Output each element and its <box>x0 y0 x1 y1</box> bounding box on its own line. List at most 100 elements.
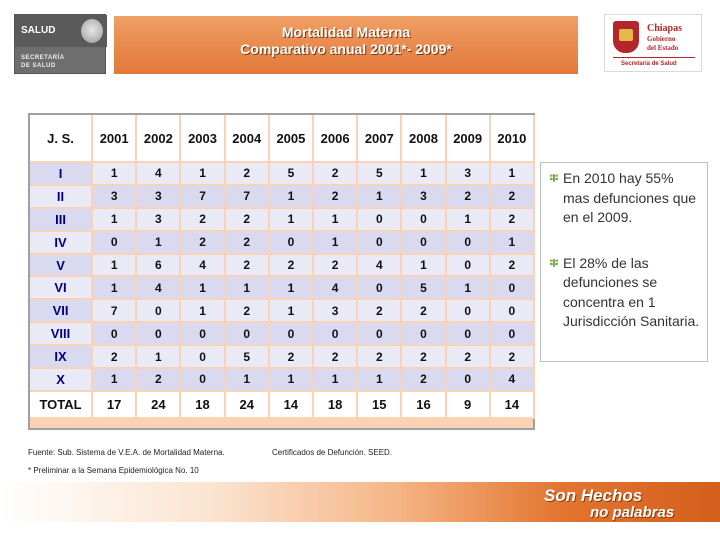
total-cell: 15 <box>358 391 403 419</box>
year-header: 2008 <box>402 115 447 163</box>
page-subtitle: Comparativo anual 2001*- 2009* <box>240 41 452 57</box>
table-cell: 1 <box>402 254 447 278</box>
table-cell: 0 <box>314 323 359 347</box>
table-cell: 2 <box>490 208 535 232</box>
jurisdiction-label: III <box>30 208 94 232</box>
table-row: IV 0 1 2 2 0 1 0 0 0 1 <box>30 231 535 255</box>
table-cell: 0 <box>402 231 447 255</box>
table-cell: 1 <box>93 163 138 186</box>
table-cell: 0 <box>446 323 491 347</box>
table-cell: 1 <box>402 163 447 186</box>
table-row: VIII 0 0 0 0 0 0 0 0 0 0 <box>30 323 535 347</box>
table-cell: 5 <box>269 163 314 186</box>
salud-logo-text: SALUD <box>21 25 56 36</box>
table-cell: 1 <box>181 300 226 324</box>
table-cell: 2 <box>358 346 403 370</box>
table-cell: 0 <box>490 300 535 324</box>
table-cell: 0 <box>490 277 535 301</box>
jurisdiction-label: VIII <box>30 323 94 347</box>
table-cell: 4 <box>490 369 535 392</box>
salud-logo-sub1: SECRETARÍA <box>21 55 65 61</box>
table-cell: 0 <box>269 231 314 255</box>
table-cell: 2 <box>181 208 226 232</box>
jurisdiction-label: VII <box>30 300 94 324</box>
table-cell: 0 <box>93 323 138 347</box>
table-cell: 2 <box>446 346 491 370</box>
table-cell: 0 <box>137 323 182 347</box>
table-cell: 3 <box>402 185 447 209</box>
jurisdiction-label: IV <box>30 231 94 255</box>
table-cell: 3 <box>137 185 182 209</box>
table-cell: 2 <box>137 369 182 392</box>
table-cell: 1 <box>181 277 226 301</box>
table-cell: 2 <box>269 254 314 278</box>
table-cell: 7 <box>181 185 226 209</box>
table-cell: 0 <box>269 323 314 347</box>
table-cell: 2 <box>402 346 447 370</box>
table-body: I 1 4 1 2 5 2 5 1 3 1 II 3 3 7 7 1 2 1 3 2 2 III 1 3 2 2 1 1 0 0 1 2 IV 0 1… <box>30 163 535 419</box>
year-header: 2005 <box>269 115 314 163</box>
table-cell: 1 <box>269 208 314 232</box>
table-cell: 5 <box>358 163 403 186</box>
table-cell: 0 <box>490 323 535 347</box>
table-cell: 2 <box>446 185 491 209</box>
year-header: 2009 <box>446 115 491 163</box>
year-header: 2001 <box>93 115 138 163</box>
table-cell: 1 <box>93 208 138 232</box>
findings-callout: En 2010 hay 55% mas defunciones que en e… <box>540 162 708 362</box>
table-row: III 1 3 2 2 1 1 0 0 1 2 <box>30 208 535 232</box>
table-cell: 0 <box>93 231 138 255</box>
table-cell: 1 <box>269 277 314 301</box>
table-cell: 1 <box>137 231 182 255</box>
plant-bullet-icon <box>550 258 558 267</box>
table-cell: 1 <box>269 369 314 392</box>
table-cell: 5 <box>225 346 270 370</box>
mortality-table-container: J. S. 2001 2002 2003 2004 2005 2006 2007 2008 20… <box>28 113 535 430</box>
table-cell: 1 <box>314 231 359 255</box>
finding-2: El 28% de las defunciones se concentra e… <box>547 254 701 332</box>
table-cell: 7 <box>93 300 138 324</box>
jurisdiction-label: V <box>30 254 94 278</box>
preliminary-note: * Preliminar a la Semana Epidemiológica … <box>28 466 199 475</box>
table-cell: 2 <box>490 185 535 209</box>
table-cell: 1 <box>490 231 535 255</box>
mortality-table: J. S. 2001 2002 2003 2004 2005 2006 2007 2008 20… <box>30 115 535 419</box>
table-cell: 0 <box>358 277 403 301</box>
table-cell: 2 <box>402 369 447 392</box>
finding-2-text: El 28% de las defunciones se concentra e… <box>563 254 700 330</box>
total-cell: 14 <box>269 391 314 419</box>
chiapas-logo-line3: del Estado <box>647 44 679 52</box>
total-cell: 24 <box>225 391 270 419</box>
table-cell: 0 <box>181 323 226 347</box>
table-cell: 0 <box>137 300 182 324</box>
total-cell: 9 <box>446 391 491 419</box>
table-cell: 1 <box>225 369 270 392</box>
chiapas-logo: Chiapas Gobierno del Estado Secretaría d… <box>604 14 702 72</box>
table-cell: 3 <box>446 163 491 186</box>
year-header: 2004 <box>225 115 270 163</box>
table-cell: 2 <box>358 300 403 324</box>
table-cell: 2 <box>402 300 447 324</box>
table-cell: 4 <box>137 277 182 301</box>
table-cell: 2 <box>225 208 270 232</box>
chiapas-logo-line2: Gobierno <box>647 35 676 43</box>
jurisdiction-label: VI <box>30 277 94 301</box>
table-cell: 4 <box>314 277 359 301</box>
table-cell: 1 <box>137 346 182 370</box>
total-cell: 16 <box>402 391 447 419</box>
table-cell: 1 <box>181 163 226 186</box>
table-cell: 1 <box>225 277 270 301</box>
table-cell: 4 <box>181 254 226 278</box>
total-cell: 14 <box>490 391 535 419</box>
table-cell: 2 <box>225 300 270 324</box>
slogan-band <box>0 482 720 522</box>
table-header-row: J. S. 2001 2002 2003 2004 2005 2006 2007 2008 20… <box>30 115 535 163</box>
chiapas-logo-divider <box>613 57 695 58</box>
table-cell: 6 <box>137 254 182 278</box>
table-cell: 3 <box>93 185 138 209</box>
corner-header: J. S. <box>30 115 94 163</box>
table-cell: 1 <box>93 369 138 392</box>
table-row: IX 2 1 0 5 2 2 2 2 2 2 <box>30 346 535 370</box>
